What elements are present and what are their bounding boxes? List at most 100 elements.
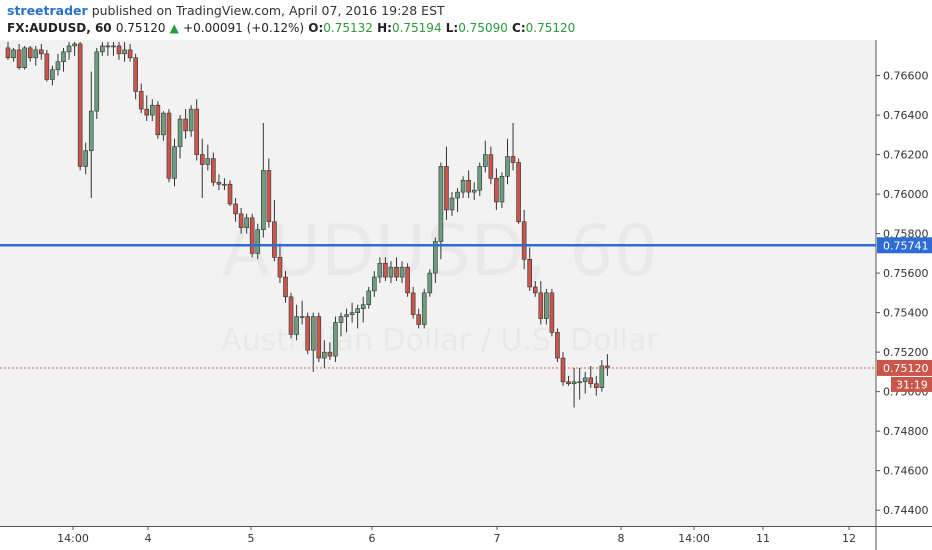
bear-candle[interactable] <box>44 53 50 80</box>
bear-candle[interactable] <box>166 112 172 179</box>
bull-candle[interactable] <box>72 43 77 47</box>
bear-candle[interactable] <box>510 156 516 163</box>
bear-candle[interactable] <box>549 292 555 333</box>
bull-candle[interactable] <box>255 229 261 254</box>
bull-candle[interactable] <box>505 156 510 177</box>
bear-candle[interactable] <box>211 158 216 183</box>
bear-candle[interactable] <box>216 181 222 185</box>
bull-candle[interactable] <box>66 45 72 53</box>
bull-candle[interactable] <box>244 217 249 228</box>
bear-candle[interactable] <box>199 154 205 165</box>
bear-candle[interactable] <box>138 91 144 110</box>
bear-candle[interactable] <box>183 118 188 132</box>
bull-candle[interactable] <box>294 316 299 335</box>
bear-candle[interactable] <box>305 316 311 351</box>
bull-candle[interactable] <box>349 312 355 315</box>
bear-candle[interactable] <box>155 104 161 136</box>
bull-candle[interactable] <box>11 49 16 59</box>
bull-candle[interactable] <box>471 189 477 193</box>
bull-candle[interactable] <box>333 322 338 357</box>
bear-candle[interactable] <box>516 162 521 223</box>
bear-candle[interactable] <box>521 221 527 260</box>
bear-candle[interactable] <box>527 258 533 288</box>
bear-candle[interactable] <box>144 108 150 116</box>
bear-candle[interactable] <box>227 183 233 205</box>
bull-candle[interactable] <box>22 47 27 68</box>
bull-candle[interactable] <box>61 51 66 63</box>
bull-candle[interactable] <box>449 197 455 211</box>
bull-candle[interactable] <box>421 292 427 325</box>
bear-candle[interactable] <box>494 177 499 203</box>
bear-candle[interactable] <box>266 170 272 223</box>
bull-candle[interactable] <box>222 183 227 186</box>
bull-candle[interactable] <box>188 108 194 132</box>
bull-candle[interactable] <box>94 51 100 112</box>
bull-candle[interactable] <box>83 150 88 167</box>
bear-candle[interactable] <box>194 108 199 155</box>
bull-candle[interactable] <box>399 266 405 278</box>
bear-candle[interactable] <box>416 314 422 325</box>
bear-candle[interactable] <box>116 45 122 55</box>
bear-candle[interactable] <box>410 292 416 315</box>
bull-candle[interactable] <box>360 304 366 309</box>
bull-candle[interactable] <box>499 176 505 203</box>
bull-candle[interactable] <box>338 316 344 323</box>
bear-candle[interactable] <box>38 49 44 55</box>
bear-candle[interactable] <box>238 213 244 228</box>
bull-candle[interactable] <box>482 154 488 167</box>
bull-candle[interactable] <box>544 292 549 319</box>
bear-candle[interactable] <box>593 383 599 389</box>
bull-candle[interactable] <box>322 351 327 359</box>
bear-candle[interactable] <box>272 221 277 258</box>
bull-candle[interactable] <box>55 61 61 70</box>
bear-candle[interactable] <box>466 179 471 193</box>
bull-candle[interactable] <box>571 381 577 385</box>
bear-candle[interactable] <box>555 332 560 359</box>
bear-candle[interactable] <box>532 286 538 294</box>
bear-candle[interactable] <box>588 377 594 385</box>
plot-background[interactable] <box>0 40 876 526</box>
bull-candle[interactable] <box>344 314 349 317</box>
bear-candle[interactable] <box>133 57 138 92</box>
bull-candle[interactable] <box>122 49 127 55</box>
bear-candle[interactable] <box>288 296 294 335</box>
bull-candle[interactable] <box>377 262 383 278</box>
bear-candle[interactable] <box>249 217 255 254</box>
bull-candle[interactable] <box>161 112 166 136</box>
bear-candle[interactable] <box>5 47 11 59</box>
bull-candle[interactable] <box>355 308 360 313</box>
bull-candle[interactable] <box>599 365 605 389</box>
bull-candle[interactable] <box>50 69 55 80</box>
bull-candle[interactable] <box>150 104 155 116</box>
bear-candle[interactable] <box>488 154 494 179</box>
price-chart[interactable]: AUDUSD, 60 Australian Dollar / U.S. Doll… <box>0 40 932 550</box>
bull-candle[interactable] <box>33 49 39 59</box>
bull-candle[interactable] <box>111 45 116 48</box>
bear-candle[interactable] <box>538 292 544 319</box>
bull-candle[interactable] <box>88 110 94 151</box>
bull-candle[interactable] <box>299 316 305 318</box>
price-axis-panel[interactable] <box>876 40 932 550</box>
author-name[interactable]: streetrader <box>7 3 88 18</box>
bull-candle[interactable] <box>205 158 211 165</box>
bull-candle[interactable] <box>433 241 438 274</box>
bear-candle[interactable] <box>405 266 410 294</box>
bear-candle[interactable] <box>283 276 288 298</box>
bull-candle[interactable] <box>460 179 466 193</box>
bear-candle[interactable] <box>277 257 283 278</box>
bull-candle[interactable] <box>582 377 588 383</box>
bull-candle[interactable] <box>172 146 177 179</box>
bull-candle[interactable] <box>577 381 582 384</box>
bear-candle[interactable] <box>233 203 238 215</box>
bull-candle[interactable] <box>477 166 483 191</box>
bull-candle[interactable] <box>427 272 433 294</box>
bear-candle[interactable] <box>77 43 83 167</box>
bear-candle[interactable] <box>444 166 449 211</box>
bull-candle[interactable] <box>455 191 460 199</box>
bull-candle[interactable] <box>371 276 377 292</box>
bull-candle[interactable] <box>438 166 444 242</box>
bear-candle[interactable] <box>605 365 610 369</box>
bull-candle[interactable] <box>260 170 266 230</box>
bull-candle[interactable] <box>388 266 394 278</box>
bull-candle[interactable] <box>310 316 316 351</box>
